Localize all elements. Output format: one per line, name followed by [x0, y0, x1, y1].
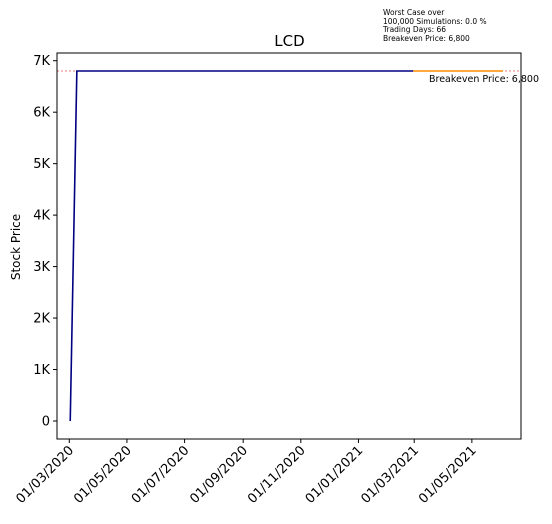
note-line-simulations: 100,000 Simulations: 0.0 % [383, 16, 487, 26]
x-tick-label: 01/03/2021 [358, 443, 422, 507]
y-tick-label: 6K [33, 106, 50, 121]
x-tick-label: 01/01/2021 [303, 443, 367, 507]
note-line-trading-days: Trading Days: 66 [383, 25, 447, 35]
plot-frame [56, 52, 522, 440]
breakeven-label: Breakeven Price: 6,800 [429, 74, 539, 85]
simulation-summary-note: Worst Case over 100,000 Simulations: 0.0… [383, 8, 487, 43]
x-tick-label: 01/05/2021 [416, 443, 480, 507]
x-tick-label: 01/07/2020 [129, 443, 193, 507]
y-tick-label: 4K [33, 209, 50, 224]
note-line-breakeven: Breakeven Price: 6,800 [383, 33, 470, 43]
x-tick-label: 01/05/2020 [71, 443, 135, 507]
note-line-worst-case: Worst Case over [383, 8, 445, 17]
y-tick-label: 2K [33, 312, 50, 327]
y-tick-label: 7K [33, 54, 50, 69]
x-tick-label: 01/11/2020 [245, 443, 309, 507]
y-tick-label: 1K [33, 363, 50, 378]
y-tick-label: 0 [42, 414, 50, 429]
x-tick-label: 01/09/2020 [187, 443, 251, 507]
y-tick-label: 5K [33, 157, 50, 172]
y-axis-label: Stock Price [9, 214, 23, 280]
chart-title: LCD [274, 32, 304, 50]
x-tick-label: 01/03/2020 [14, 443, 78, 507]
series-layer: Breakeven Price: 6,800 [57, 70, 539, 422]
y-tick-label: 3K [33, 260, 50, 275]
price-history-line [69, 70, 414, 422]
